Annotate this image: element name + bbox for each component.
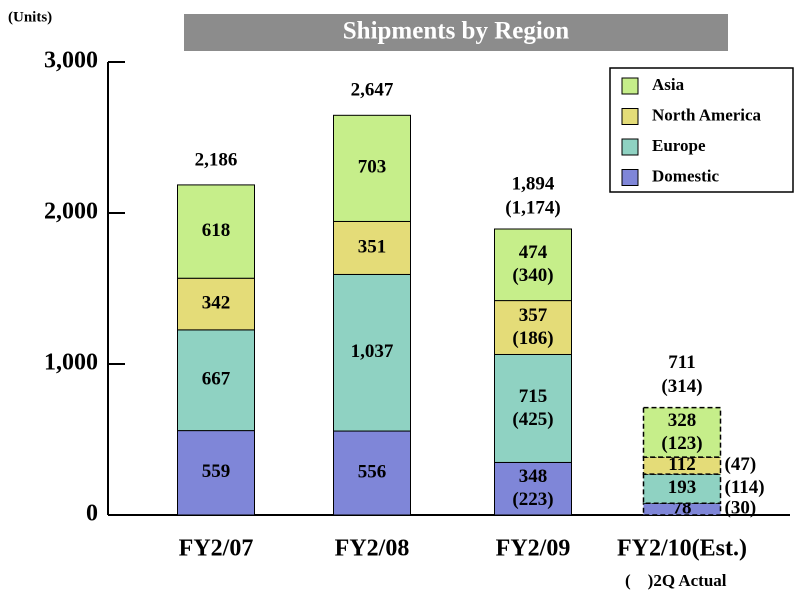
bar-segment — [642, 456, 722, 475]
bar-segment — [177, 430, 255, 516]
y-tick-label: 1,000 — [44, 350, 98, 376]
bar-segment — [494, 300, 572, 355]
q2-actual-label: (223) — [512, 489, 553, 510]
bar-segment — [642, 406, 722, 458]
bar-segment — [642, 502, 722, 516]
x-tick-label: FY2/08 — [335, 536, 410, 562]
legend-swatch — [621, 108, 639, 125]
value-label: 667 — [202, 369, 231, 390]
bar-segment — [177, 329, 255, 432]
chart-title: Shipments by Region — [343, 18, 570, 45]
total-label: 1,894 — [512, 173, 555, 194]
y-tick-label: 0 — [86, 501, 98, 527]
legend-swatch — [621, 138, 639, 156]
x-tick-label: FY2/07 — [179, 536, 254, 562]
value-label: 351 — [358, 236, 387, 257]
bar-segment — [333, 114, 411, 222]
bar-segment — [494, 228, 572, 302]
note: ( )2Q Actual — [625, 571, 727, 590]
value-label: 559 — [202, 461, 231, 482]
q2-actual-label: (123) — [661, 433, 702, 454]
legend-swatch — [621, 169, 639, 186]
y-tick-label: 3,000 — [44, 48, 98, 74]
total-q2-actual-label: (1,174) — [505, 197, 560, 218]
value-label: 703 — [358, 157, 387, 178]
bar-segment — [333, 220, 411, 275]
total-q2-actual-label: (314) — [661, 376, 702, 397]
bar-segment — [333, 430, 411, 516]
q2-actual-label: (47) — [725, 454, 757, 475]
value-label: 112 — [668, 454, 695, 475]
value-label: 474 — [519, 242, 548, 263]
q2-actual-label: (186) — [512, 328, 553, 349]
value-label: 1,037 — [351, 341, 394, 362]
legend-label: North America — [652, 105, 762, 124]
total-label: 2,647 — [351, 80, 394, 101]
q2-actual-label: (425) — [512, 409, 553, 430]
legend-label: Europe — [652, 136, 706, 155]
bar-segment — [642, 473, 722, 504]
legend-label: Domestic — [652, 166, 719, 185]
value-label: 328 — [668, 410, 697, 431]
x-tick-label: FY2/09 — [496, 536, 571, 562]
total-label: 2,186 — [195, 149, 238, 170]
total-label: 711 — [668, 352, 695, 373]
legend-label: Asia — [652, 75, 685, 94]
q2-actual-label: (114) — [725, 477, 765, 498]
legend-box — [609, 67, 794, 193]
value-label: 193 — [668, 477, 697, 498]
value-label: 715 — [519, 386, 548, 407]
q2-actual-label: (340) — [512, 265, 553, 286]
q2-actual-label: (30) — [725, 497, 757, 518]
bar-segment — [494, 461, 572, 516]
y-tick-label: 2,000 — [44, 199, 98, 225]
value-label: 348 — [519, 466, 548, 487]
value-label: 357 — [519, 305, 548, 326]
title-box — [184, 14, 728, 51]
y-axis-label: (Units) — [8, 9, 52, 25]
legend-swatch — [621, 77, 639, 95]
value-label: 618 — [202, 220, 231, 241]
bar-segment — [177, 277, 255, 331]
bar-segment — [177, 184, 255, 279]
x-tick-label: FY2/10(Est.) — [617, 536, 747, 562]
value-label: 342 — [202, 292, 231, 313]
value-label: 556 — [358, 461, 387, 482]
